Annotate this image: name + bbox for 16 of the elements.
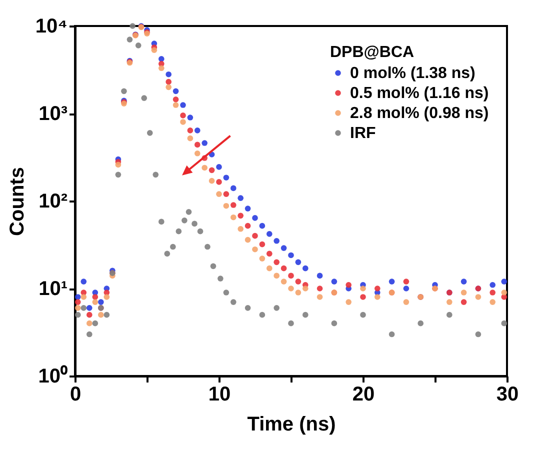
legend-label: 2.8 mol% (0.98 ns) (350, 105, 489, 122)
y-tick-label: 10⁰ (38, 364, 68, 388)
legend-title: DPB@BCA (330, 44, 414, 61)
y-tick-label: 10¹ (38, 278, 68, 300)
x-tick-label: 0 (70, 384, 82, 406)
legend-label: 0.5 mol% (1.16 ns) (350, 85, 489, 102)
x-tick-label: 30 (496, 384, 519, 406)
x-tick-label: 20 (352, 384, 375, 406)
y-tick-label: 10² (38, 190, 68, 212)
y-axis-title: Counts (6, 167, 28, 236)
x-tick-label: 10 (208, 384, 231, 406)
x-axis-title: Time (ns) (247, 414, 336, 436)
legend-label: 0 mol% (1.38 ns) (350, 65, 476, 82)
y-tick-label: 10⁴ (35, 16, 68, 38)
y-tick-label: 10³ (38, 103, 68, 125)
legend-label: IRF (350, 125, 376, 142)
